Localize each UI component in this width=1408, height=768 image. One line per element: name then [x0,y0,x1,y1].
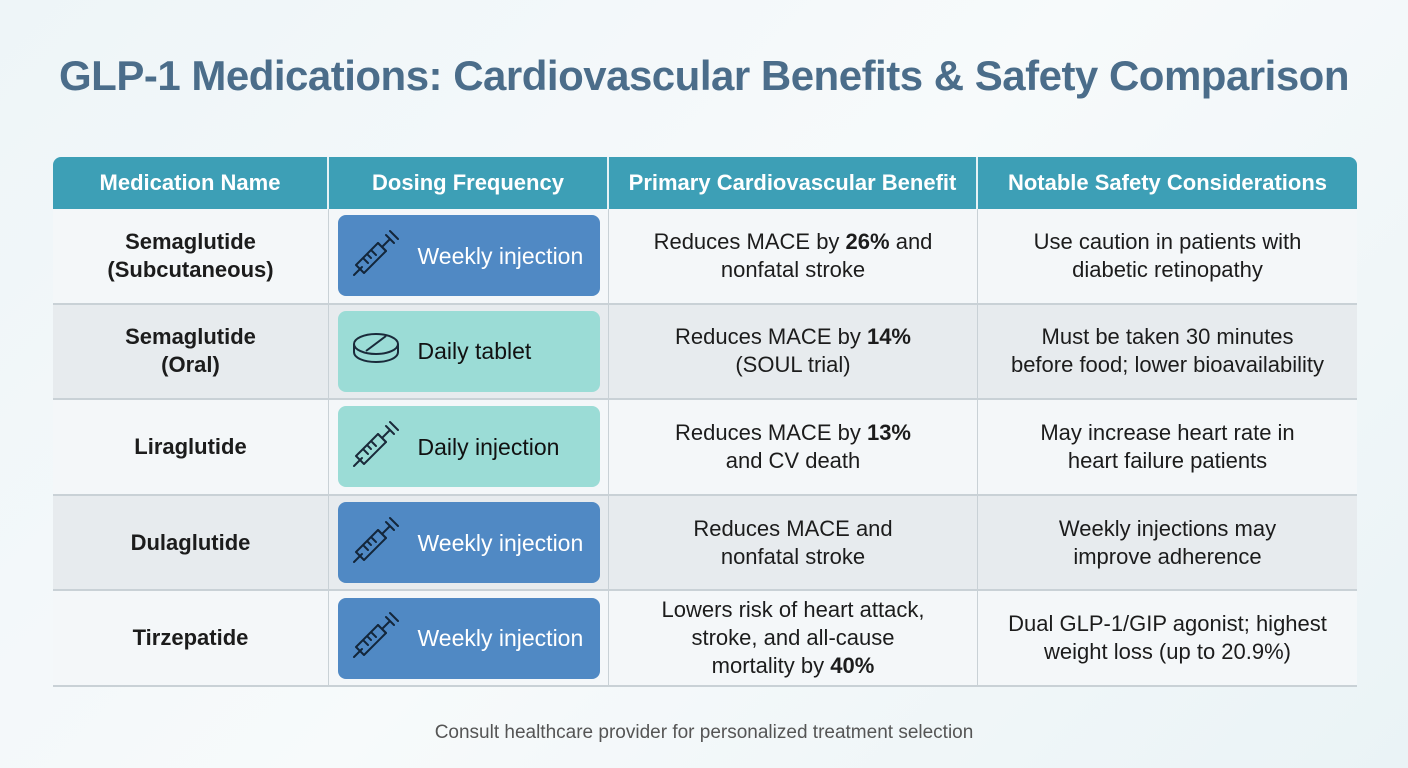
benefit-text: stroke, and all-cause [691,625,895,651]
header-safety: Notable Safety Considerations [1007,170,1328,195]
benefit-text: Reduces MACE by [674,419,867,445]
medication-name: Semaglutide (Oral) [53,304,329,399]
benefit-value: 26% [845,228,890,254]
safety-text: improve adherence [1073,543,1262,569]
safety-text: heart failure patients [1067,447,1268,473]
safety-cell: Use caution in patients with diabetic ret… [978,209,1357,303]
table-row: Dulaglutide Weekly injection Reduces MAC… [53,495,1357,592]
benefit-cell: Lowers risk of heart attack, stroke, and … [609,591,978,685]
benefit-value: 40% [830,653,875,679]
page-title: GLP-1 Medications: Cardiovascular Benefi… [59,52,1350,99]
tablet-icon [348,320,404,382]
syringe-icon [348,416,404,478]
table-header: Medication Name Dosing Frequency Primary… [53,157,1357,209]
safety-cell: Dual GLP-1/GIP agonist; highest weight lo… [978,591,1357,685]
header-medication-name: Medication Name [53,157,329,209]
medication-name: Tirzepatide [53,591,329,685]
table-row: Tirzepatide Weekly injection Lowers risk… [53,591,1357,687]
dosing-cell: Daily injection [329,400,609,494]
safety-text: diabetic retinopathy [1072,256,1263,282]
benefit-text: (SOUL trial) [735,352,851,378]
dosing-label: Weekly injection [417,625,584,652]
comparison-table: Medication Name Dosing Frequency Primary… [53,157,1357,687]
name-line: Liraglutide [134,433,247,459]
dosing-cell: Daily tablet [329,304,609,399]
benefit-text: nonfatal stroke [720,256,866,282]
safety-cell: May increase heart rate in heart failure … [978,400,1357,494]
dosing-badge: Weekly injection [337,215,600,297]
header-cv-benefit: Primary Cardiovascular Benefit [609,157,978,209]
safety-cell: Must be taken 30 minutes before food; low… [978,305,1357,399]
table-row: Semaglutide (Oral) Daily tablet Reduces M… [53,304,1357,401]
name-line: Semaglutide [125,324,256,350]
dosing-label: Daily tablet [417,338,532,365]
benefit-cell: Reduces MACE by 14% (SOUL trial) [609,304,978,399]
header-dosing-frequency: Dosing Frequency [329,157,609,209]
name-line: Semaglutide [125,228,256,254]
name-line: Tirzepatide [132,625,249,651]
dosing-label: Weekly injection [417,529,584,556]
benefit-text: Reduces MACE and [693,515,893,541]
syringe-icon [348,607,404,669]
benefit-text: Reduces MACE by [674,324,867,350]
benefit-text: and [889,228,933,254]
benefit-text: Lowers risk of heart attack, [661,597,925,623]
medication-name: Dulaglutide [53,495,329,590]
safety-text: Dual GLP-1/GIP agonist; highest [1008,611,1327,637]
medication-name: Liraglutide [53,400,329,494]
benefit-value: 14% [866,324,911,350]
safety-cell: Weekly injections may improve adherence [978,496,1357,590]
safety-text: Weekly injections may [1058,515,1277,541]
name-line: (Oral) [161,352,220,378]
dosing-cell: Weekly injection [329,209,609,303]
safety-text: Use caution in patients with [1033,228,1302,254]
syringe-icon [348,512,404,574]
safety-text: Must be taken 30 minutes [1041,324,1294,350]
dosing-badge: Weekly injection [337,597,600,679]
dosing-label: Weekly injection [417,242,584,269]
benefit-cell: Reduces MACE by 13% and CV death [609,400,978,494]
medication-name: Semaglutide (Subcutaneous) [53,209,329,303]
dosing-cell: Weekly injection [329,495,609,590]
dosing-cell: Weekly injection [329,591,609,685]
dosing-badge: Daily injection [337,406,600,488]
dosing-badge: Daily tablet [337,310,600,392]
safety-text: May increase heart rate in [1040,419,1295,445]
benefit-cell: Reduces MACE by 26% and nonfatal stroke [609,209,978,303]
table-row: Liraglutide Daily injection Reduces MACE… [53,400,1357,496]
footer-note: Consult healthcare provider for personal… [434,722,974,743]
safety-text: before food; lower bioavailability [1010,352,1325,378]
name-line: Dulaglutide [130,529,251,555]
benefit-text: mortality by [711,653,831,679]
name-line: (Subcutaneous) [107,256,274,282]
dosing-label: Daily injection [417,433,560,460]
benefit-value: 13% [866,419,911,445]
safety-text: weight loss (up to 20.9%) [1043,639,1292,665]
benefit-text: Reduces MACE by [653,228,846,254]
syringe-icon [348,225,404,287]
benefit-cell: Reduces MACE and nonfatal stroke [609,495,978,590]
table-row: Semaglutide (Subcutaneous) Weekly injecti… [53,209,1357,305]
benefit-text: and CV death [725,447,861,473]
dosing-badge: Weekly injection [337,502,600,584]
benefit-text: nonfatal stroke [720,543,866,569]
